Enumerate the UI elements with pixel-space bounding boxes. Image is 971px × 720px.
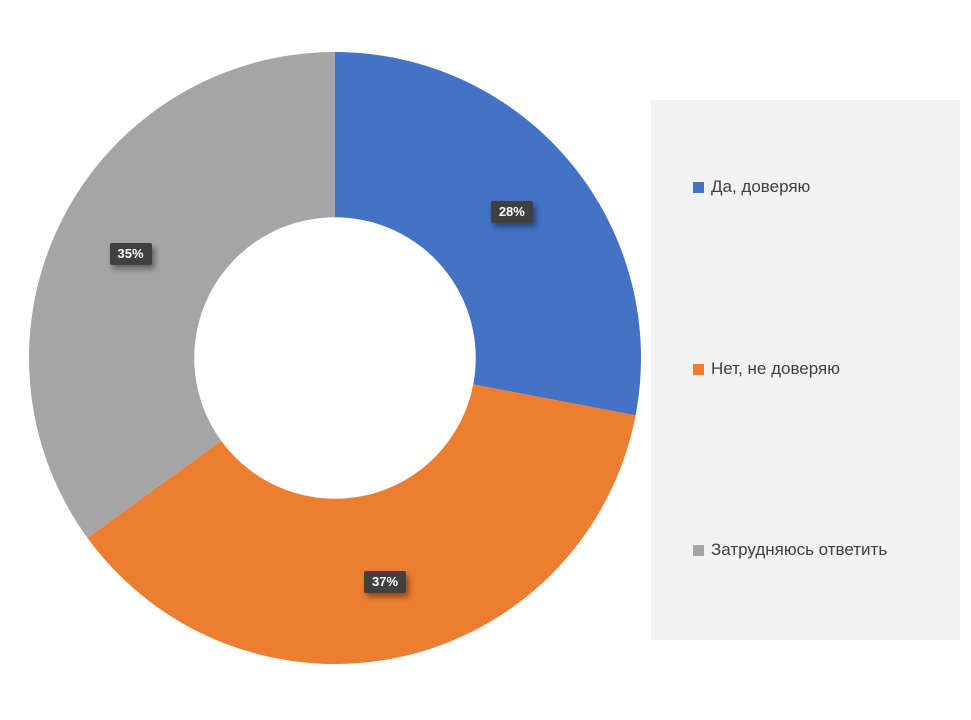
pie-slice-0[interactable] [335,52,641,416]
legend-bullet-icon [693,545,704,557]
pie-slice-2[interactable] [29,52,335,538]
pie-slice-1[interactable] [87,384,636,664]
legend-item-yes[interactable]: Да, доверяю [693,177,944,197]
data-label-badge: 35% [109,242,152,265]
legend: Да, доверяю Нет, не доверяю Затрудняюсь … [651,100,960,640]
donut-svg [29,52,641,664]
legend-label: Нет, не доверяю [711,358,840,378]
legend-label: Да, доверяю [711,177,811,196]
data-label-badge: 37% [364,570,407,593]
donut-chart: 28% 37% 35% [29,52,641,664]
legend-item-no[interactable]: Нет, не доверяю [693,358,944,379]
data-label-badge: 28% [490,200,533,223]
legend-item-undecided[interactable]: Затрудняюсь ответить [693,541,944,560]
legend-bullet-icon [693,181,704,193]
legend-bullet-icon [693,363,704,375]
legend-label: Затрудняюсь ответить [711,540,888,560]
